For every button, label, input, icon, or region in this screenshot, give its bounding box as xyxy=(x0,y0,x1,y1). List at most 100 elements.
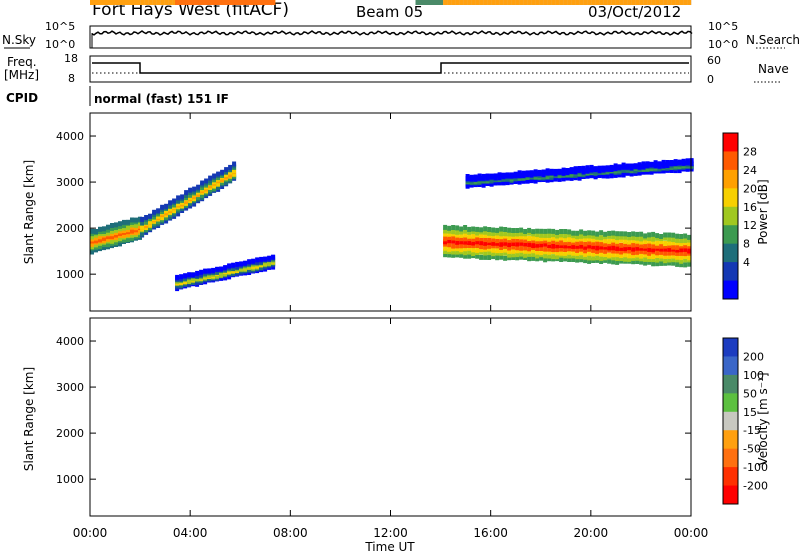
scatter-cell xyxy=(467,245,472,251)
scatter-cell xyxy=(589,164,594,170)
scatter-cell xyxy=(677,159,682,165)
colorbar-tick-label: 100 xyxy=(743,369,764,382)
scatter-cell xyxy=(519,254,524,260)
scatter-cell xyxy=(673,159,678,165)
scatter-cell xyxy=(655,240,660,246)
scatter-cell xyxy=(200,192,205,198)
scatter-cell xyxy=(199,0,204,5)
scatter-cell xyxy=(523,238,528,243)
scatter-cell xyxy=(463,250,468,256)
scatter-cell xyxy=(152,214,157,220)
scatter-cell xyxy=(499,248,504,253)
scatter-cell xyxy=(491,251,496,257)
scatter-cell xyxy=(639,259,644,265)
scatter-cell xyxy=(615,231,620,237)
scatter-cell xyxy=(643,0,648,5)
scatter-cell xyxy=(192,186,197,192)
scatter-cell xyxy=(98,226,102,232)
colorbar-swatch xyxy=(723,225,738,245)
scatter-cell xyxy=(543,249,548,255)
scatter-cell xyxy=(631,253,636,259)
scatter-cell xyxy=(683,257,688,263)
scatter-cell xyxy=(475,0,480,5)
scatter-cell xyxy=(215,266,220,272)
scatter-cell xyxy=(138,223,142,229)
scatter-cell xyxy=(663,258,668,264)
scatter-cell xyxy=(583,251,588,257)
scatter-cell xyxy=(122,237,126,243)
scatter-cell xyxy=(579,250,584,256)
scatter-cell xyxy=(463,246,468,252)
scatter-cell xyxy=(535,246,540,251)
scatter-cell xyxy=(497,172,502,178)
scatter-cell xyxy=(187,0,192,5)
scatter-cell xyxy=(455,232,460,238)
scatter-cell xyxy=(587,250,592,256)
scatter-cell xyxy=(679,255,684,261)
scatter-cell xyxy=(467,0,472,5)
scatter-cell xyxy=(515,252,520,258)
scatter-cell xyxy=(667,0,672,5)
scatter-cell xyxy=(521,170,526,176)
scatter-cell xyxy=(102,0,106,5)
scatter-cell xyxy=(455,239,460,245)
scatter-cell xyxy=(671,244,676,250)
scatter-cell xyxy=(467,243,472,248)
scatter-cell xyxy=(571,257,576,262)
noise-left-tick-bottom: 10^0 xyxy=(45,38,75,51)
scatter-cell xyxy=(527,246,532,252)
scatter-cell xyxy=(491,237,496,243)
scatter-cell xyxy=(667,232,672,238)
scatter-cell xyxy=(575,236,580,242)
scatter-cell xyxy=(94,242,98,248)
scatter-cell xyxy=(603,257,608,263)
scatter-cell xyxy=(551,247,556,253)
scatter-cell xyxy=(555,247,560,253)
scatter-cell xyxy=(551,254,556,260)
scatter-cell xyxy=(122,0,126,5)
y-tick-label: 4000 xyxy=(56,130,84,143)
scatter-cell xyxy=(635,249,640,255)
scatter-cell xyxy=(130,228,134,234)
scatter-cell xyxy=(180,194,185,200)
scatter-cell xyxy=(607,258,612,264)
scatter-cell xyxy=(683,0,688,5)
scatter-cell xyxy=(603,255,608,261)
scatter-cell xyxy=(555,236,560,242)
scatter-cell xyxy=(599,230,604,236)
scatter-cell xyxy=(675,233,680,239)
scatter-cell xyxy=(491,254,496,260)
scatter-cell xyxy=(681,158,686,164)
scatter-cell xyxy=(102,235,106,241)
scatter-cell xyxy=(179,0,184,5)
scatter-cell xyxy=(635,242,640,248)
scatter-cell xyxy=(507,255,512,261)
scatter-cell xyxy=(239,0,244,5)
scatter-cell xyxy=(515,248,520,254)
scatter-cell xyxy=(495,234,500,239)
scatter-cell xyxy=(503,231,508,237)
scatter-cell xyxy=(655,233,660,239)
scatter-cell xyxy=(535,236,540,242)
scatter-cell xyxy=(126,237,130,242)
colorbar-swatch xyxy=(723,356,738,376)
scatter-cell xyxy=(559,235,564,241)
scatter-cell xyxy=(271,254,276,260)
noise-right-tick-bottom: 10^0 xyxy=(708,38,738,51)
scatter-cell xyxy=(619,258,624,264)
scatter-cell xyxy=(235,261,240,267)
scatter-cell xyxy=(591,230,596,236)
scatter-cell xyxy=(118,0,122,5)
scatter-cell xyxy=(667,236,672,242)
colorbar-tick-label: -100 xyxy=(743,461,768,474)
scatter-cell xyxy=(483,250,488,256)
scatter-cell xyxy=(130,235,134,241)
scatter-cell xyxy=(487,255,492,260)
scatter-cell xyxy=(467,240,472,245)
scatter-cell xyxy=(569,167,574,173)
scatter-cell xyxy=(479,247,484,253)
scatter-cell xyxy=(559,232,564,238)
scatter-cell xyxy=(220,177,225,182)
scatter-cell xyxy=(647,232,652,238)
scatter-cell xyxy=(635,231,640,237)
